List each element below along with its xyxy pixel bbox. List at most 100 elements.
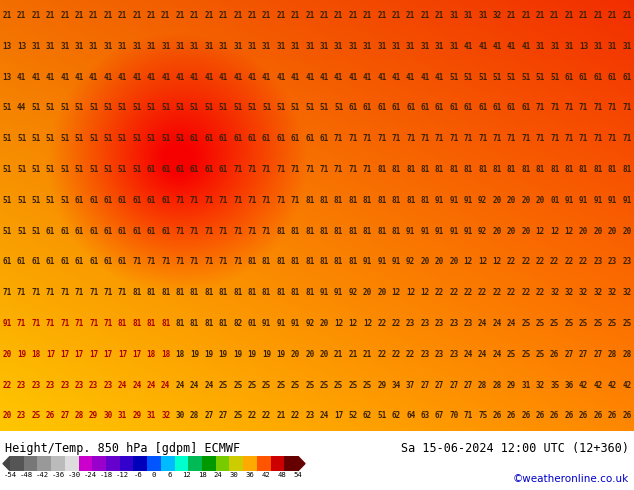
- Text: 91: 91: [450, 226, 458, 236]
- Text: -12: -12: [115, 472, 129, 478]
- Text: 25: 25: [579, 319, 588, 328]
- Text: 31: 31: [450, 11, 458, 20]
- Text: 81: 81: [622, 165, 631, 174]
- Text: 51: 51: [3, 226, 12, 236]
- Text: 19: 19: [219, 350, 228, 359]
- Text: 31: 31: [118, 411, 127, 420]
- Text: 81: 81: [507, 165, 516, 174]
- Text: 41: 41: [75, 73, 84, 81]
- Text: 81: 81: [146, 288, 156, 297]
- Text: 24: 24: [204, 381, 214, 390]
- Text: 19: 19: [276, 350, 285, 359]
- Text: 81: 81: [406, 196, 415, 205]
- Text: 71: 71: [103, 319, 113, 328]
- Text: 71: 71: [349, 165, 358, 174]
- Text: 51: 51: [75, 103, 84, 112]
- Bar: [37, 456, 51, 471]
- Text: 41: 41: [435, 73, 444, 81]
- Text: 31: 31: [276, 42, 285, 50]
- Text: 20: 20: [3, 350, 12, 359]
- Text: 6: 6: [168, 472, 172, 478]
- Text: 25: 25: [233, 411, 242, 420]
- Text: 71: 71: [190, 226, 199, 236]
- Text: Sa 15-06-2024 12:00 UTC (12+360): Sa 15-06-2024 12:00 UTC (12+360): [401, 442, 629, 455]
- Text: 61: 61: [190, 165, 199, 174]
- Text: 62: 62: [392, 411, 401, 420]
- Text: 71: 71: [60, 319, 70, 328]
- Text: 21: 21: [507, 11, 516, 20]
- Text: 31: 31: [450, 42, 458, 50]
- Text: 51: 51: [46, 103, 55, 112]
- Text: 51: 51: [3, 165, 12, 174]
- Text: 71: 71: [564, 103, 574, 112]
- Text: 81: 81: [377, 226, 387, 236]
- Text: 61: 61: [521, 103, 531, 112]
- Text: 81: 81: [349, 226, 358, 236]
- Text: 22: 22: [450, 288, 458, 297]
- Text: 71: 71: [521, 134, 531, 143]
- Text: 48: 48: [278, 472, 287, 478]
- Text: 71: 71: [406, 134, 415, 143]
- Text: 71: 71: [247, 196, 257, 205]
- Text: 91: 91: [291, 319, 300, 328]
- Bar: [23, 456, 37, 471]
- Text: 81: 81: [146, 319, 156, 328]
- Text: 81: 81: [161, 319, 171, 328]
- Text: 61: 61: [161, 226, 171, 236]
- Text: 61: 61: [146, 196, 156, 205]
- Text: 71: 71: [190, 257, 199, 266]
- Text: 19: 19: [17, 350, 26, 359]
- Bar: [230, 456, 243, 471]
- Text: 61: 61: [219, 134, 228, 143]
- Text: 64: 64: [406, 411, 415, 420]
- Text: 21: 21: [435, 11, 444, 20]
- Text: 71: 71: [146, 257, 156, 266]
- Text: 24: 24: [146, 381, 156, 390]
- Text: 81: 81: [334, 257, 343, 266]
- Text: 81: 81: [305, 257, 314, 266]
- Text: 71: 71: [247, 226, 257, 236]
- Text: 71: 71: [219, 257, 228, 266]
- Text: 91: 91: [377, 257, 387, 266]
- Text: 51: 51: [103, 165, 113, 174]
- Text: 25: 25: [334, 381, 343, 390]
- Text: 41: 41: [463, 42, 473, 50]
- Text: 81: 81: [377, 165, 387, 174]
- Text: 61: 61: [622, 73, 631, 81]
- Text: 62: 62: [363, 411, 372, 420]
- Text: 61: 61: [478, 103, 488, 112]
- Text: 91: 91: [622, 196, 631, 205]
- Text: 41: 41: [89, 73, 98, 81]
- Text: 71: 71: [176, 226, 184, 236]
- Text: 32: 32: [579, 288, 588, 297]
- Text: 21: 21: [392, 11, 401, 20]
- Text: 91: 91: [450, 196, 458, 205]
- Text: 61: 61: [161, 165, 171, 174]
- Text: 51: 51: [32, 134, 41, 143]
- Text: 12: 12: [478, 257, 488, 266]
- Text: 21: 21: [103, 11, 113, 20]
- Text: 31: 31: [133, 42, 141, 50]
- Text: 20: 20: [420, 257, 430, 266]
- Text: 71: 71: [17, 288, 26, 297]
- Text: 36: 36: [564, 381, 574, 390]
- Text: 21: 21: [579, 11, 588, 20]
- Text: 32: 32: [564, 288, 574, 297]
- Text: 32: 32: [608, 288, 617, 297]
- Text: 71: 71: [161, 257, 171, 266]
- Text: 21: 21: [320, 11, 329, 20]
- Text: 23: 23: [103, 381, 113, 390]
- Text: 27: 27: [463, 381, 473, 390]
- Text: 20: 20: [493, 226, 501, 236]
- Text: 25: 25: [32, 411, 41, 420]
- Text: 61: 61: [133, 196, 141, 205]
- Text: 71: 71: [334, 134, 343, 143]
- Text: 71: 71: [291, 165, 300, 174]
- Text: 81: 81: [305, 196, 314, 205]
- Text: 61: 61: [146, 165, 156, 174]
- Text: 51: 51: [60, 165, 70, 174]
- Text: 21: 21: [32, 11, 41, 20]
- Text: 61: 61: [377, 103, 387, 112]
- Text: 51: 51: [103, 134, 113, 143]
- Text: 20: 20: [291, 350, 300, 359]
